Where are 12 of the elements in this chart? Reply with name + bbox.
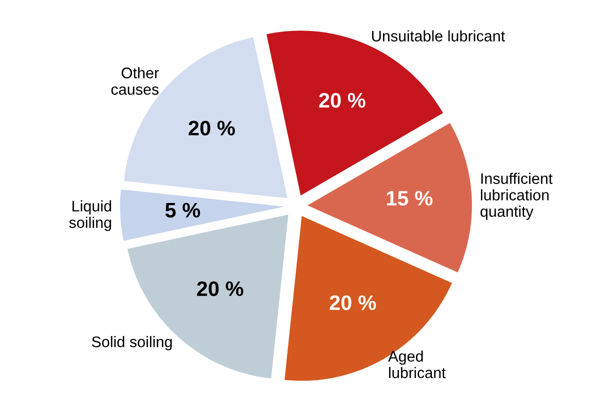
data-label: 20 %	[188, 120, 235, 136]
data-label: 5 %	[165, 202, 200, 218]
slice-label: Solid soiling	[92, 336, 172, 350]
data-label: 20 %	[319, 92, 366, 108]
data-label: 20 %	[197, 281, 244, 296]
slice-label: Liquid soiling	[69, 200, 112, 232]
data-label: 15 %	[386, 190, 433, 206]
slice-label: Aged lubricant	[388, 350, 446, 378]
slice-label: Other causes	[111, 67, 159, 95]
data-label: 20 %	[330, 295, 376, 310]
slice-label: Unsuitable lubricant	[372, 30, 505, 42]
slice-label: Insufficient lubrication quantity	[480, 172, 553, 220]
